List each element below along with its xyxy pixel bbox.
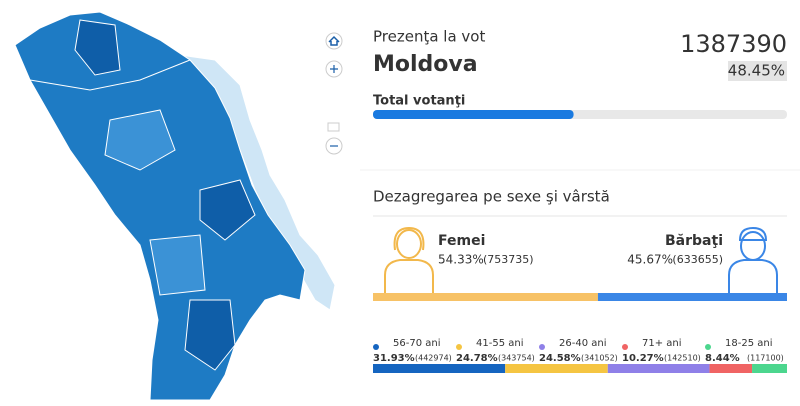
breakdown-title: Dezagregarea pe sexe şi vârstă — [373, 188, 610, 206]
age-count: (117100) — [747, 354, 784, 363]
age-dot — [539, 344, 545, 350]
region-name: Moldova — [373, 52, 478, 77]
male-count: (633655) — [672, 253, 723, 266]
age-label: 18-25 ani — [725, 338, 772, 349]
age-dot — [373, 344, 379, 350]
female-percent: 54.33% — [438, 253, 484, 267]
age-percent: 8.44% — [705, 353, 740, 364]
age-label: 71+ ani — [642, 338, 682, 349]
age-percent: 10.27% — [622, 353, 664, 364]
age-dot — [456, 344, 462, 350]
male-label: Bărbaţi — [665, 233, 723, 249]
home-icon — [328, 35, 340, 46]
age-count: (343754) — [498, 354, 535, 363]
age-bar — [505, 364, 608, 373]
zoom-slider[interactable] — [327, 122, 340, 132]
map[interactable] — [14, 11, 336, 401]
age-bar — [607, 364, 710, 373]
female-bar — [373, 293, 598, 301]
female-label: Femei — [438, 233, 485, 249]
age-count: (442974) — [415, 354, 452, 363]
age-label: 41-55 ani — [476, 338, 523, 349]
panel-title: Prezenţa la vot — [373, 28, 485, 46]
age-label: 56-70 ani — [393, 338, 440, 349]
map-controls — [325, 32, 343, 155]
age-label: 26-40 ani — [559, 338, 606, 349]
female-icon — [384, 226, 434, 295]
age-count: (341052) — [581, 354, 618, 363]
percent-bg — [728, 61, 787, 81]
male-icon — [728, 226, 778, 295]
home-button[interactable] — [325, 32, 343, 50]
male-bar — [597, 293, 787, 301]
age-percent: 24.78% — [456, 353, 498, 364]
age-bar — [709, 364, 753, 373]
age-percent: 31.93% — [373, 353, 415, 364]
male-percent: 45.67% — [627, 253, 673, 267]
female-count: (753735) — [483, 253, 534, 266]
age-count: (142510) — [664, 354, 701, 363]
age-dot — [622, 344, 628, 350]
turnout-bar — [373, 110, 574, 119]
total-voters-label: Total votanţi — [373, 94, 465, 109]
total-count: 1387390 — [680, 30, 787, 58]
turnout-percent: 48.45% — [728, 62, 785, 80]
zoom-in-icon — [330, 65, 338, 73]
age-percent: 24.58% — [539, 353, 581, 364]
age-bar — [373, 364, 506, 373]
age-bar — [752, 364, 787, 373]
age-dot — [705, 344, 711, 350]
